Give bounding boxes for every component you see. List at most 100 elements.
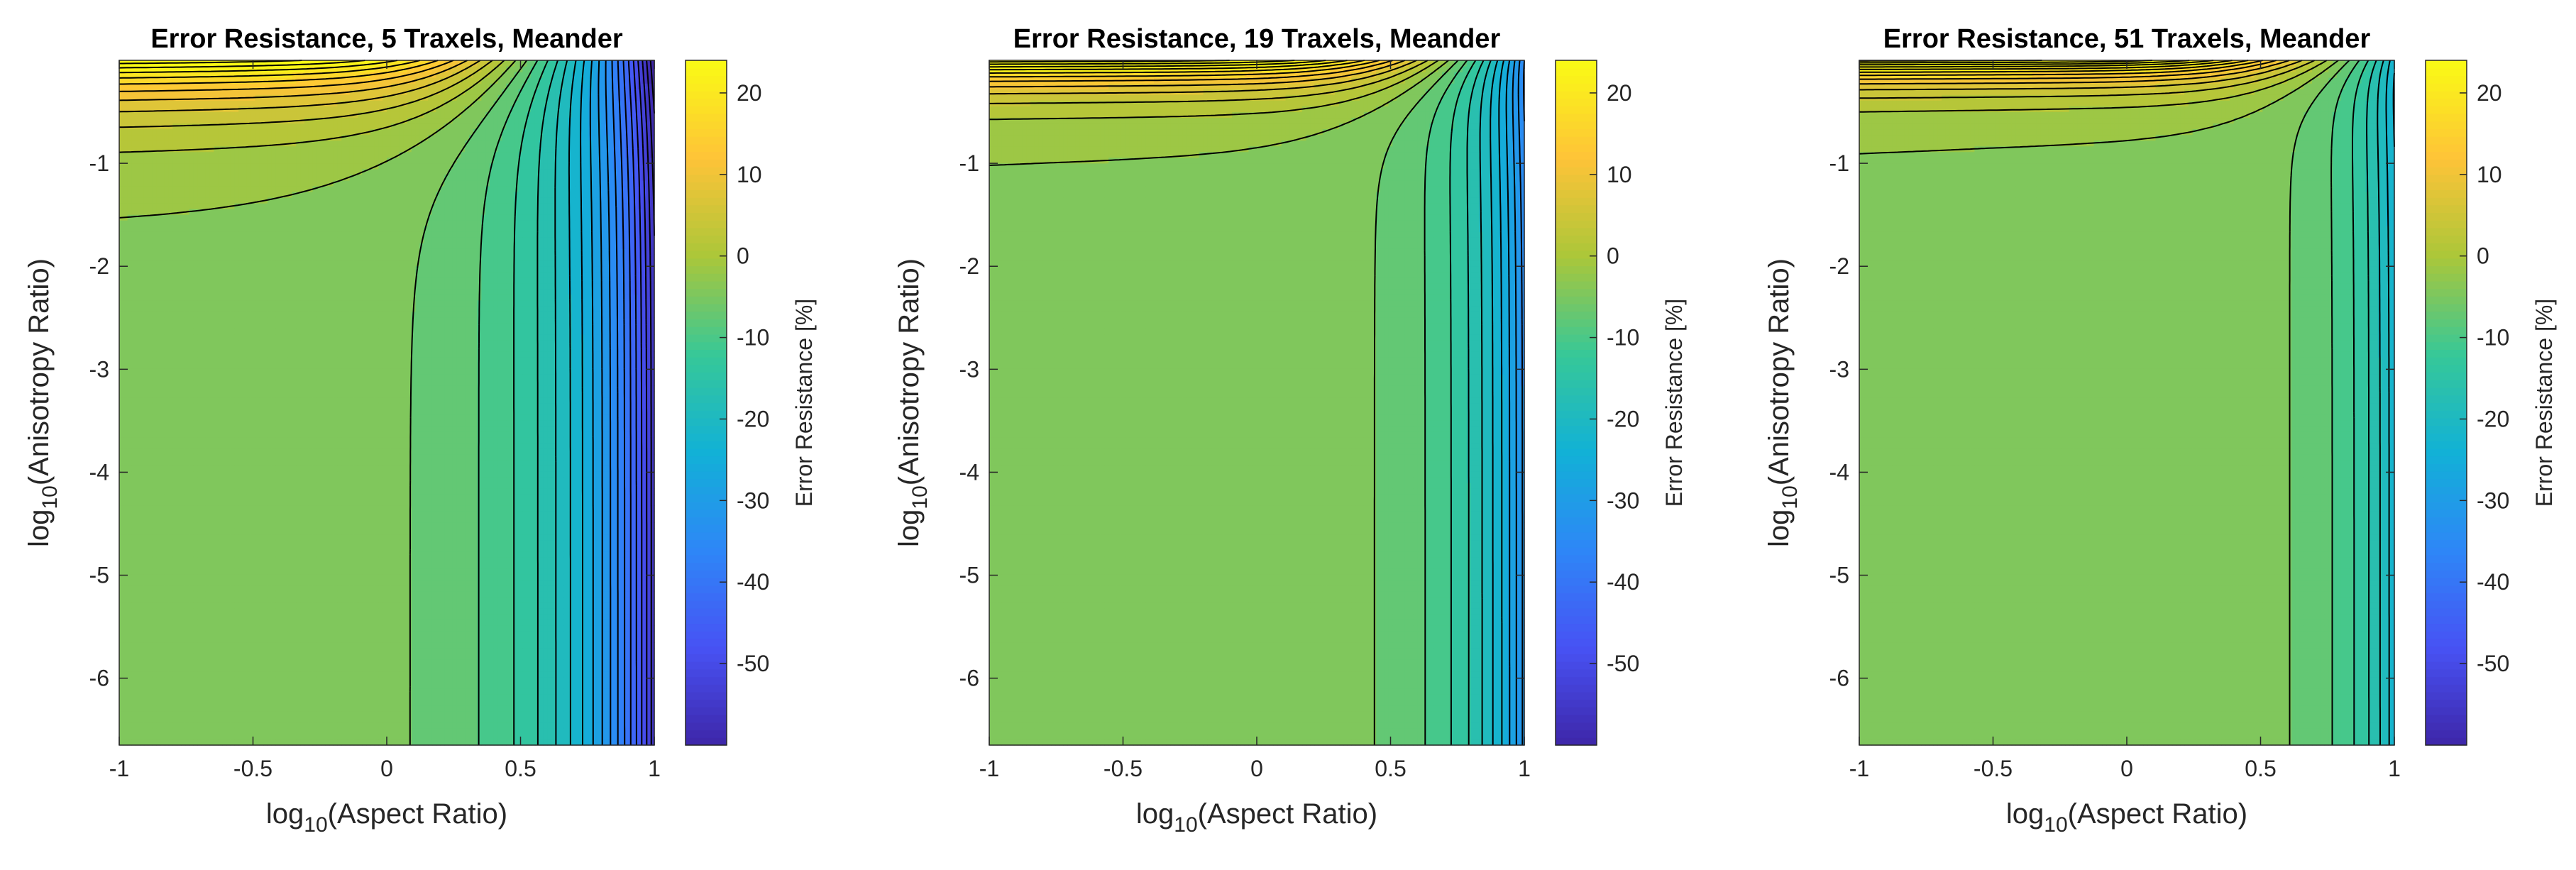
contour-cell: [185, 551, 189, 558]
contour-cell: [165, 248, 169, 255]
contour-cell: [169, 317, 173, 324]
contour-cell: [169, 620, 173, 626]
contour-cell: [193, 197, 197, 204]
contour-cell: [172, 585, 177, 592]
contour-cell: [140, 488, 144, 495]
contour-cell: [148, 620, 153, 626]
contour-cell: [160, 522, 165, 529]
contour-cell: [169, 614, 173, 620]
contour-cell: [148, 254, 153, 260]
contour-cell: [185, 403, 189, 409]
contour-cell: [160, 397, 165, 403]
contour-cell: [123, 637, 128, 643]
contour-cell: [193, 374, 197, 380]
contour-cell: [152, 323, 156, 329]
contour-cell: [193, 642, 197, 649]
contour-cell: [131, 306, 136, 312]
contour-cell: [177, 329, 181, 335]
contour-cell: [119, 448, 123, 455]
contour-cell: [119, 357, 123, 363]
contour-cell: [123, 197, 128, 204]
contour-cell: [123, 340, 128, 346]
contour-cell: [177, 734, 181, 740]
contour-cell: [177, 391, 181, 397]
contour-cell: [148, 420, 153, 426]
contour-cell: [177, 522, 181, 529]
contour-cell: [148, 294, 153, 301]
contour-cell: [119, 385, 123, 392]
contour-cell: [181, 248, 185, 255]
contour-cell: [136, 414, 140, 421]
contour-cell: [185, 260, 189, 266]
contour-cell: [181, 340, 185, 346]
contour-cell: [169, 260, 173, 266]
contour-cell: [185, 437, 189, 444]
contour-cell: [119, 688, 123, 695]
contour-cell: [140, 722, 144, 729]
contour-cell: [148, 483, 153, 489]
contour-cell: [172, 248, 177, 255]
contour-cell: [128, 260, 132, 266]
contour-cell: [181, 117, 185, 123]
contour-cell: [156, 409, 160, 415]
contour-cell: [128, 717, 132, 723]
contour-cell: [128, 477, 132, 483]
contour-cell: [160, 334, 165, 341]
contour-cell: [136, 642, 140, 649]
contour-cell: [119, 380, 123, 386]
contour-cell: [189, 620, 194, 626]
contour-cell: [123, 540, 128, 546]
contour-cell: [189, 683, 194, 689]
contour-cell: [140, 340, 144, 346]
contour-cell: [181, 100, 185, 106]
contour-cell: [131, 391, 136, 397]
contour-cell: [172, 688, 177, 695]
contour-cell: [148, 466, 153, 472]
contour-cell: [148, 277, 153, 284]
contour-cell: [148, 511, 153, 517]
contour-cell: [152, 306, 156, 312]
contour-cell: [165, 237, 169, 243]
contour-cell: [140, 511, 144, 517]
contour-cell: [193, 471, 197, 478]
contour-cell: [169, 580, 173, 586]
contour-cell: [119, 637, 123, 643]
contour-cell: [189, 106, 194, 112]
contour-cell: [181, 294, 185, 301]
contour-cell: [160, 722, 165, 729]
contour-cell: [189, 563, 194, 569]
contour-cell: [128, 648, 132, 654]
contour-cell: [123, 300, 128, 307]
contour-cell: [119, 443, 123, 449]
contour-cell: [119, 403, 123, 409]
contour-cell: [172, 237, 177, 243]
contour-cell: [160, 277, 165, 284]
contour-cell: [181, 602, 185, 609]
contour-cell: [123, 642, 128, 649]
contour-cell: [140, 563, 144, 569]
contour-cell: [136, 597, 140, 603]
contour-cell: [177, 466, 181, 472]
contour-cell: [160, 700, 165, 706]
contour-cell: [185, 659, 189, 666]
contour-cell: [136, 260, 140, 266]
contour-cell: [140, 158, 144, 164]
contour-cell: [169, 231, 173, 238]
contour-cell: [144, 266, 148, 272]
contour-cell: [185, 294, 189, 301]
contour-cell: [189, 141, 194, 147]
contour-cell: [123, 346, 128, 352]
contour-cell: [185, 197, 189, 204]
contour-cell: [148, 671, 153, 677]
contour-cell: [169, 654, 173, 660]
contour-cell: [119, 391, 123, 397]
contour-cell: [156, 180, 160, 187]
contour-cell: [165, 357, 169, 363]
contour-cell: [160, 694, 165, 700]
contour-cell: [144, 243, 148, 249]
contour-cell: [189, 711, 194, 717]
contour-cell: [156, 158, 160, 164]
contour-cell: [152, 466, 156, 472]
contour-cell: [177, 248, 181, 255]
contour-cell: [131, 129, 136, 136]
